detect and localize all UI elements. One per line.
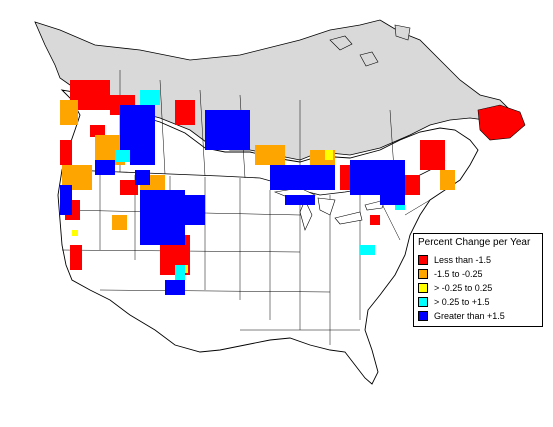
legend-label: > 0.25 to +1.5 bbox=[434, 297, 490, 307]
legend-item: > 0.25 to +1.5 bbox=[418, 296, 490, 308]
legend-label: > -0.25 to 0.25 bbox=[434, 283, 493, 293]
legend-label: Less than -1.5 bbox=[434, 255, 492, 265]
arctic-island bbox=[329, 35, 353, 51]
legend-label: -1.5 to -0.25 bbox=[434, 269, 483, 279]
great-lakes bbox=[273, 187, 386, 231]
newfoundland bbox=[477, 104, 526, 141]
legend-item: -1.5 to -0.25 bbox=[418, 268, 483, 280]
legend-swatch-blue bbox=[418, 311, 428, 321]
legend-item: Less than -1.5 bbox=[418, 254, 491, 266]
arctic-island bbox=[394, 24, 411, 41]
legend-item: > -0.25 to 0.25 bbox=[418, 282, 492, 294]
trend-cells-increase bbox=[60, 105, 405, 295]
legend-label: Greater than +1.5 bbox=[434, 311, 505, 321]
arctic-island bbox=[359, 51, 379, 67]
legend-swatch-red bbox=[418, 255, 428, 265]
legend-swatch-yellow bbox=[418, 283, 428, 293]
legend-item: Greater than +1.5 bbox=[418, 310, 505, 322]
legend-swatch-orange bbox=[418, 269, 428, 279]
legend-swatch-cyan bbox=[418, 297, 428, 307]
legend-title: Percent Change per Year bbox=[418, 237, 531, 248]
map-legend: Percent Change per Year Less than -1.5 -… bbox=[413, 233, 543, 327]
